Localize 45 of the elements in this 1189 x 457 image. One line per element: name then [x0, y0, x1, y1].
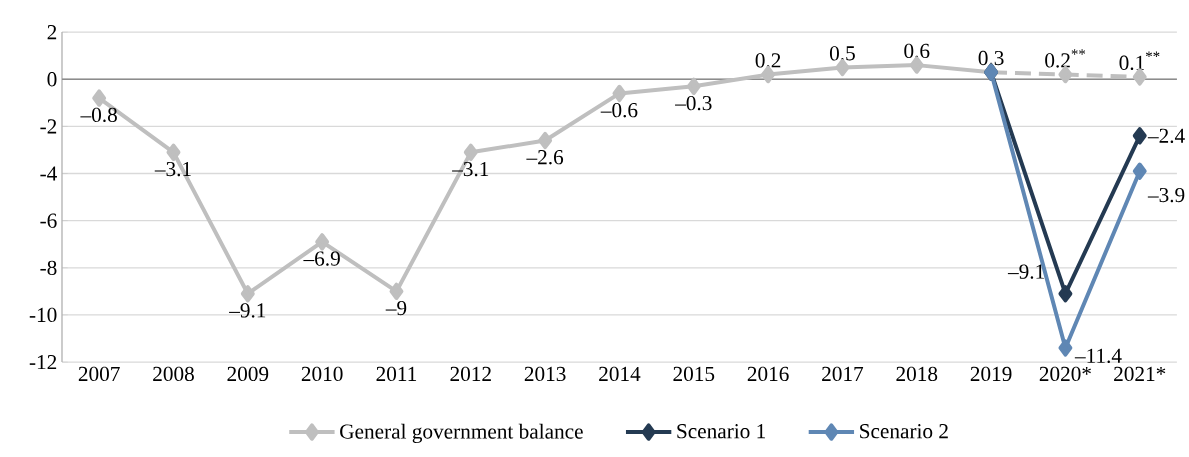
x-tick-label: 2010 — [301, 366, 343, 382]
y-tick-label: -8 — [40, 260, 57, 275]
x-tick-label: 2020* — [1039, 366, 1091, 382]
data-label: –9.1 — [1007, 264, 1044, 279]
y-tick-label: 2 — [47, 25, 57, 40]
x-tick-label: 2011 — [376, 366, 417, 382]
data-label: –9.1 — [229, 303, 266, 318]
y-tick-label: 0 — [47, 72, 57, 87]
data-label: 0.2 — [755, 53, 781, 68]
x-tick-label: 2021* — [1114, 366, 1166, 382]
data-label: 0.1$^{**}$ — [1119, 51, 1160, 71]
x-tick-label: 2007 — [78, 366, 120, 382]
legend-label: Scenario 1 — [677, 424, 765, 439]
data-label: –9 — [385, 300, 407, 316]
y-tick-label: -2 — [40, 119, 57, 134]
data-label: –2.6 — [526, 150, 564, 165]
data-label: –3.9 — [1147, 187, 1185, 203]
x-tick-label: 2017 — [822, 366, 864, 382]
data-label: –3.1 — [154, 161, 191, 177]
x-tick-label: 2018 — [896, 366, 938, 382]
legend-label: General government balance — [340, 423, 583, 444]
x-tick-label: 2008 — [153, 366, 194, 382]
data-label: 0.6 — [904, 43, 930, 59]
y-tick-label: -4 — [40, 166, 57, 181]
x-tick-label: 2012 — [450, 366, 491, 382]
data-label: –0.6 — [600, 103, 638, 118]
x-tick-label: 2014 — [599, 366, 641, 382]
x-tick-label: 2013 — [524, 366, 566, 382]
x-tick-label: 2009 — [227, 366, 269, 382]
data-label: –3.1 — [452, 161, 489, 177]
data-label: 0.5 — [829, 46, 855, 61]
data-label: –11.4 — [1074, 348, 1122, 364]
data-label: –6.9 — [303, 251, 340, 266]
x-tick-label: 2015 — [673, 366, 715, 382]
data-label: 0.3 — [978, 50, 1004, 66]
x-tick-label: 2019 — [970, 366, 1012, 382]
x-tick-label: 2016 — [747, 366, 789, 382]
data-label: –0.3 — [675, 95, 712, 111]
legend-label: Scenario 2 — [860, 424, 948, 439]
y-tick-label: -12 — [29, 355, 57, 370]
y-tick-label: -6 — [40, 213, 57, 228]
data-label: 0.2$^{**}$ — [1045, 49, 1086, 68]
data-label: –0.8 — [80, 107, 117, 123]
data-label: –2.4 — [1147, 128, 1185, 144]
y-tick-label: -10 — [29, 307, 57, 323]
